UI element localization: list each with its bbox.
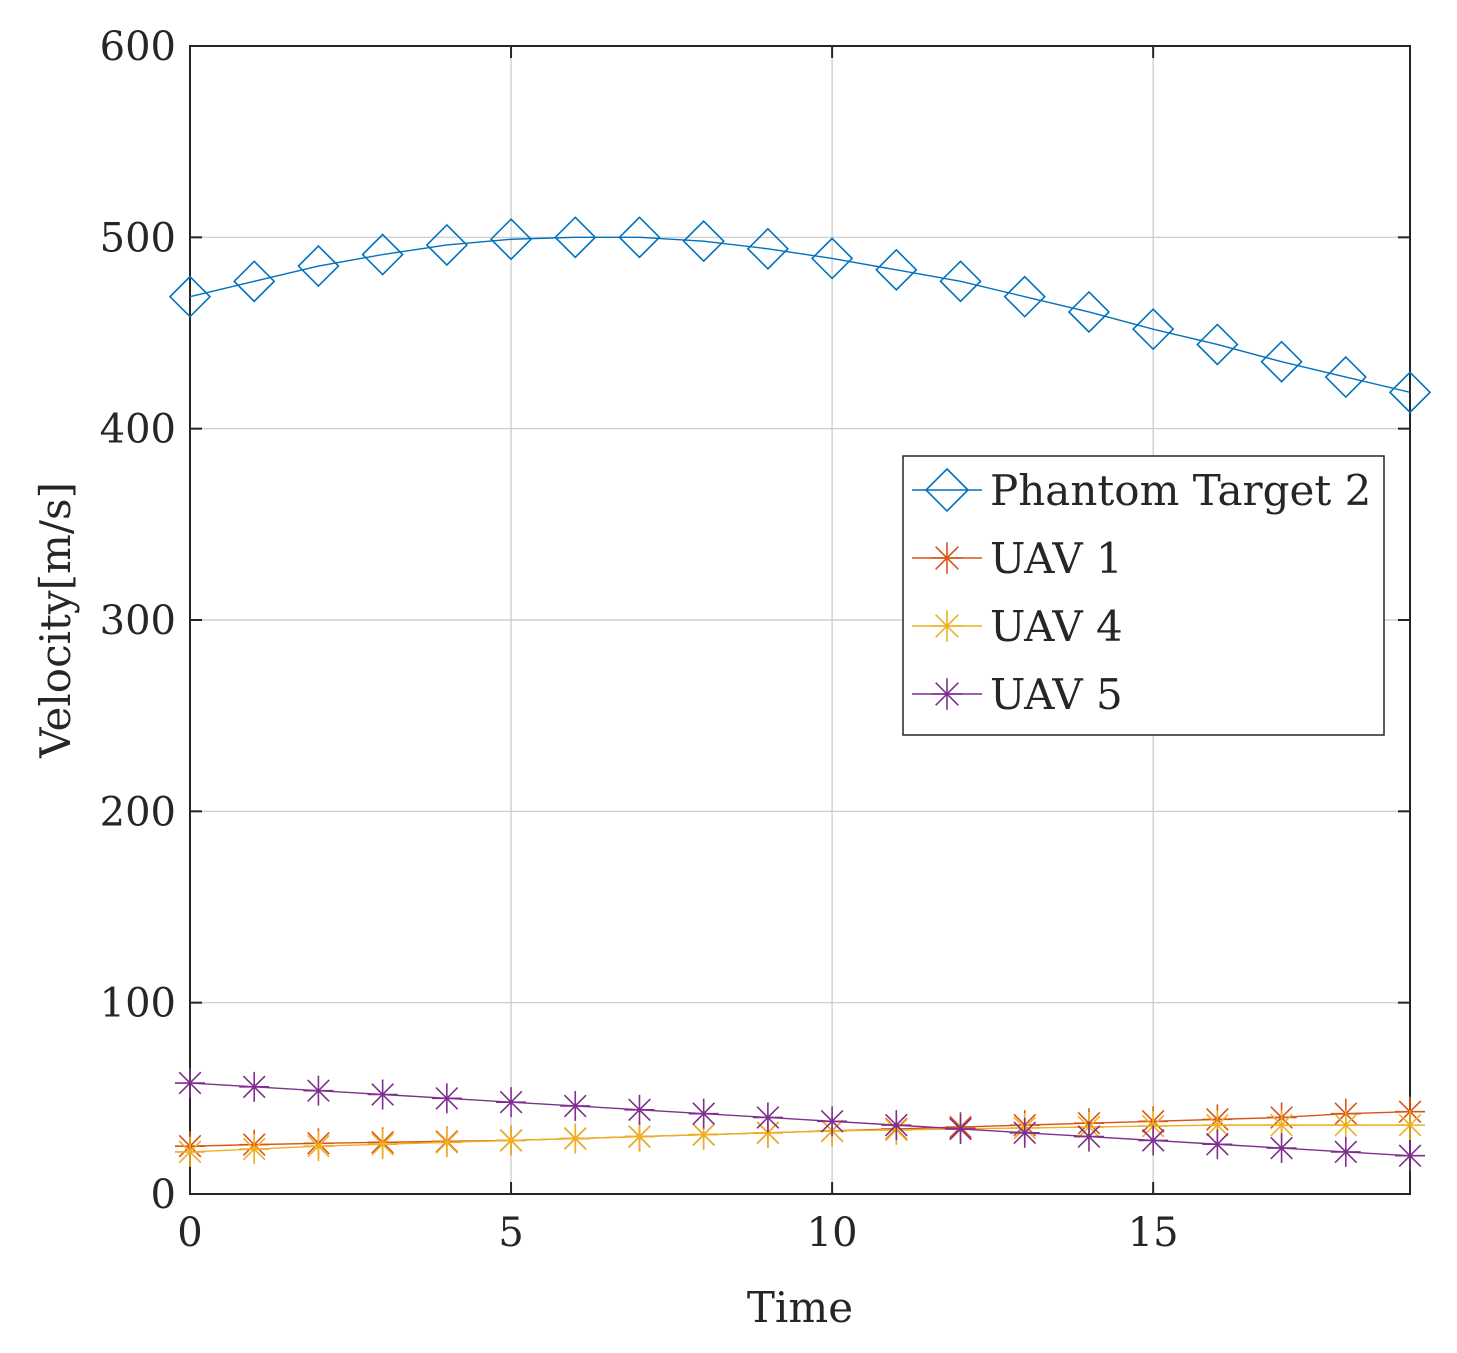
data-point-marker — [875, 248, 918, 291]
data-point-marker — [618, 216, 661, 259]
data-point-marker — [489, 218, 533, 261]
legend-label: UAV 1 — [990, 534, 1123, 583]
data-point-marker — [810, 237, 854, 280]
y-tick-label: 300 — [100, 598, 176, 644]
x-axis-label: Time — [747, 1283, 853, 1332]
data-point-marker — [168, 275, 212, 318]
data-point-marker — [1202, 1129, 1233, 1160]
data-point-marker — [682, 220, 725, 263]
data-point-marker — [881, 1110, 912, 1141]
data-point-marker — [361, 233, 404, 276]
data-point-marker — [1395, 1110, 1425, 1141]
data-point-marker — [624, 1121, 655, 1152]
data-point-marker — [297, 244, 340, 288]
y-tick-label: 0 — [151, 1172, 176, 1218]
legend-item: UAV 4 — [912, 602, 1123, 651]
legend: Phantom Target 2 UAV 1 UAV 4 UAV 5 — [902, 455, 1385, 736]
data-point-marker — [1073, 1121, 1104, 1152]
data-point-marker — [1009, 1117, 1040, 1148]
legend-label: UAV 5 — [990, 670, 1123, 719]
data-point-marker — [931, 542, 963, 574]
x-tick-label: 15 — [1128, 1210, 1179, 1256]
legend-label: Phantom Target 2 — [990, 466, 1371, 515]
y-tick-label: 200 — [100, 789, 176, 835]
data-point-marker — [496, 1125, 527, 1156]
data-point-marker — [1266, 1133, 1297, 1164]
data-point-marker — [1202, 1110, 1233, 1141]
legend-item: UAV 5 — [912, 670, 1123, 719]
data-point-marker — [496, 1087, 527, 1118]
data-point-marker — [1196, 323, 1239, 366]
data-point-marker — [945, 1113, 976, 1144]
data-point-marker — [924, 467, 970, 513]
legend-item: UAV 1 — [912, 534, 1123, 583]
series-phantom-target-2 — [168, 216, 1432, 414]
series-uav-5 — [175, 1068, 1425, 1171]
data-point-marker — [1324, 355, 1367, 399]
data-point-marker — [939, 260, 982, 303]
x-tick-label: 10 — [807, 1210, 858, 1256]
data-point-marker — [560, 1090, 591, 1121]
data-point-marker — [1330, 1136, 1361, 1167]
data-point-marker — [746, 227, 790, 270]
data-point-marker — [1395, 1140, 1425, 1171]
data-point-marker — [1138, 1125, 1169, 1156]
data-point-marker — [554, 216, 597, 259]
data-point-marker — [367, 1129, 398, 1160]
data-point-marker — [931, 610, 963, 642]
series-group — [168, 216, 1432, 1171]
data-point-marker — [239, 1134, 270, 1165]
data-point-marker — [931, 678, 963, 710]
data-point-marker — [175, 1136, 205, 1167]
data-point-marker — [1388, 371, 1432, 414]
data-point-marker — [425, 223, 468, 267]
data-point-marker — [431, 1083, 462, 1114]
data-point-marker — [817, 1106, 848, 1137]
axis-ticks: 0 5 10 15 0 100 200 300 400 500 600 — [100, 24, 1410, 1256]
series-uav-1 — [175, 1096, 1425, 1162]
x-tick-label: 5 — [498, 1210, 523, 1256]
x-tick-label: 0 — [177, 1210, 202, 1256]
y-tick-label: 100 — [100, 981, 176, 1027]
data-point-marker — [1067, 290, 1111, 334]
data-point-marker — [175, 1068, 205, 1099]
y-tick-label: 600 — [100, 24, 176, 70]
data-point-marker — [1260, 340, 1303, 383]
y-axis-label: Velocity[m/s] — [31, 482, 80, 759]
legend-item: Phantom Target 2 — [912, 466, 1371, 515]
data-point-marker — [239, 1071, 270, 1102]
data-point-marker — [752, 1102, 783, 1133]
data-point-marker — [303, 1075, 334, 1106]
y-tick-label: 500 — [100, 215, 176, 261]
data-point-marker — [688, 1098, 719, 1129]
legend-box — [902, 455, 1385, 736]
data-point-marker — [367, 1079, 398, 1110]
series-line — [189, 236, 1411, 393]
data-point-marker — [1330, 1110, 1361, 1141]
data-point-marker — [1132, 308, 1175, 351]
data-point-marker — [431, 1127, 462, 1158]
data-point-marker — [303, 1131, 334, 1162]
data-point-marker — [1003, 275, 1046, 318]
data-point-marker — [560, 1123, 591, 1154]
y-tick-label: 400 — [100, 407, 176, 453]
data-point-marker — [233, 260, 276, 303]
data-point-marker — [624, 1094, 655, 1125]
legend-label: UAV 4 — [990, 602, 1123, 651]
